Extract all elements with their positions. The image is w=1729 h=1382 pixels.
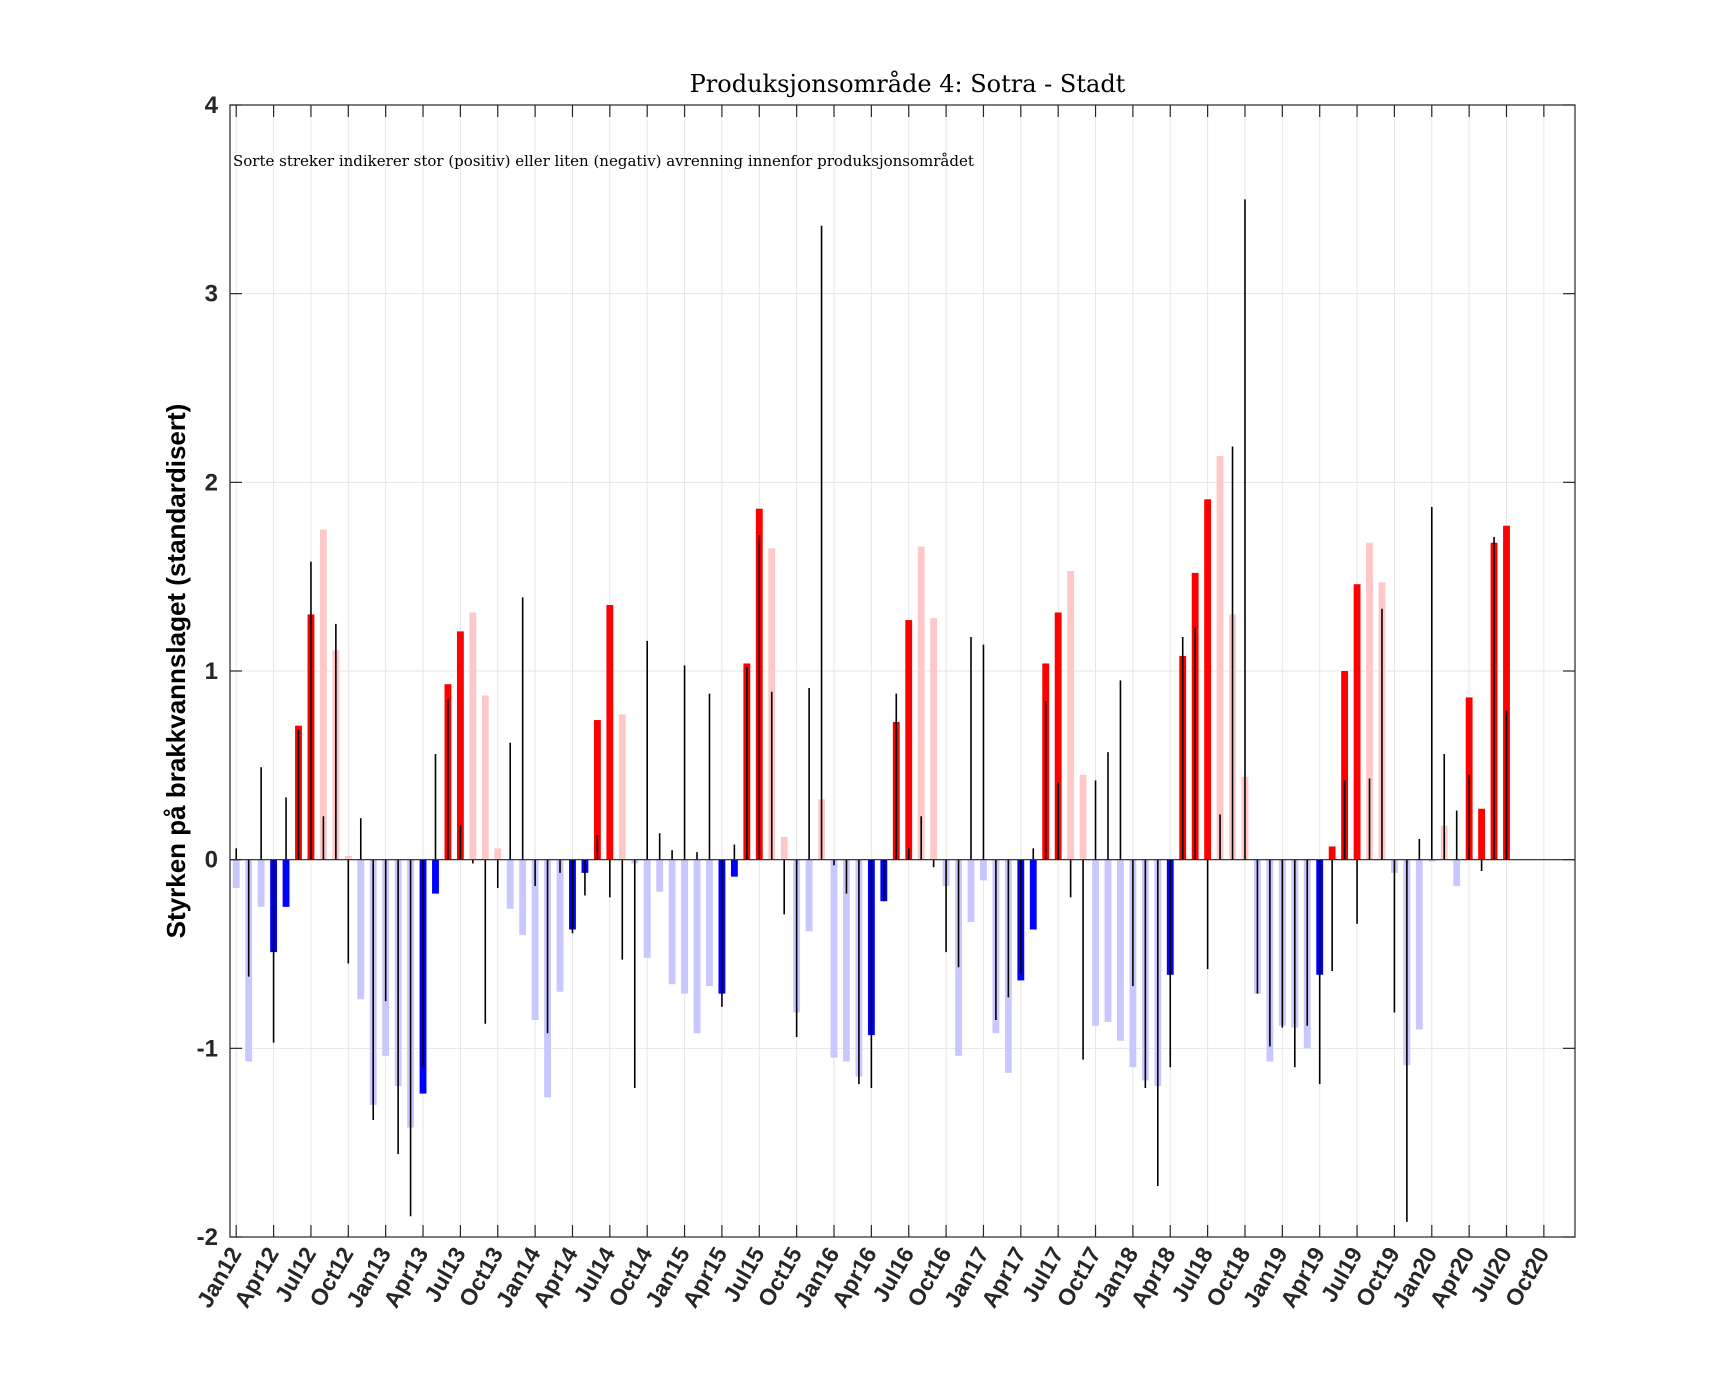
bar [1029, 859, 1037, 930]
bar [1353, 584, 1361, 860]
bar [681, 859, 688, 994]
bar [456, 631, 464, 860]
bar [1216, 455, 1224, 860]
y-axis-label: Styrken på brakkvannslaget (standardiser… [161, 404, 191, 939]
runoff-lines [235, 199, 1508, 1222]
chart-title: Produksjonsområde 4: Sotra - Stadt [690, 69, 1126, 98]
bar [606, 604, 614, 860]
bar [730, 859, 738, 877]
bar [531, 859, 539, 1021]
bar [1104, 859, 1112, 1022]
bar [556, 859, 564, 992]
bar [1328, 846, 1336, 860]
bar [930, 618, 938, 860]
bar [967, 859, 975, 922]
bar [319, 529, 327, 860]
axes-ticks [230, 104, 1575, 1238]
bar [1054, 612, 1062, 860]
y-tick-label: 3 [205, 281, 218, 308]
bar [1204, 499, 1212, 860]
bar [1453, 859, 1461, 887]
bar [506, 859, 514, 909]
bar [656, 859, 664, 892]
bar [905, 620, 913, 860]
bar [643, 859, 651, 958]
bar [344, 855, 352, 860]
bar [780, 837, 788, 860]
bar [706, 859, 713, 987]
y-tick-label: -2 [197, 1224, 218, 1251]
y-tick-label: 4 [205, 92, 219, 119]
bar [1478, 808, 1486, 860]
bar [357, 859, 365, 1000]
bar [282, 859, 290, 907]
bar [432, 859, 439, 894]
bar [1092, 859, 1099, 1026]
chart-annotation: Sorte streker indikerer stor (positiv) e… [233, 152, 974, 170]
bar [693, 859, 701, 1034]
y-tick-labels: -2 -1 0 1 2 3 4 [197, 92, 219, 1251]
bar [232, 859, 240, 888]
bar [1067, 571, 1075, 860]
y-tick-label: 2 [205, 469, 218, 496]
bar [668, 859, 676, 985]
y-tick-label: 0 [205, 847, 218, 874]
bar [830, 859, 838, 1058]
bar [519, 859, 527, 936]
bar [805, 859, 813, 932]
bar [257, 859, 265, 907]
bar [618, 714, 626, 860]
bar [1079, 774, 1087, 860]
bar [1503, 525, 1510, 860]
bar [980, 859, 987, 881]
bar [917, 546, 925, 860]
bar [1366, 542, 1373, 860]
bar [469, 612, 477, 860]
y-tick-label: 1 [205, 658, 218, 685]
bar [843, 859, 850, 1062]
y-tick-label: -1 [197, 1035, 218, 1062]
bar [1428, 859, 1436, 862]
bar [593, 720, 601, 860]
bar [494, 848, 502, 860]
bar [1415, 859, 1423, 1030]
x-tick-labels: Jan12Apr12Jul12Oct12Jan13Apr13Jul13Oct13… [191, 1242, 1554, 1312]
bar [481, 695, 489, 860]
bar [1341, 671, 1349, 860]
bar [1117, 859, 1124, 1041]
